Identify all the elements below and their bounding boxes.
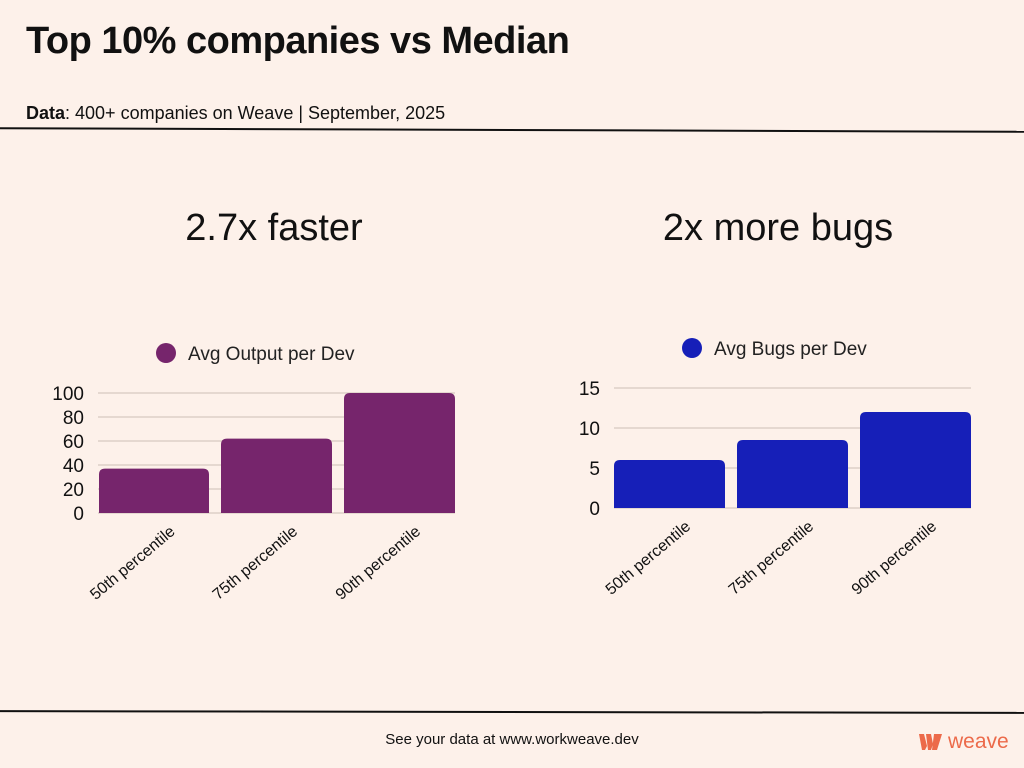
y-tick-label: 20 xyxy=(63,480,84,501)
bar xyxy=(344,393,455,513)
bar xyxy=(221,438,332,513)
y-tick-label: 60 xyxy=(63,432,84,453)
weave-logo: weave xyxy=(918,730,1009,754)
x-tick-label: 50th percentile xyxy=(603,518,694,599)
bar xyxy=(860,412,971,508)
footer-text: See your data at www.workweave.dev xyxy=(385,731,639,748)
x-tick-label: 75th percentile xyxy=(210,523,301,604)
y-tick-label: 10 xyxy=(579,419,600,440)
y-tick-label: 15 xyxy=(579,379,600,400)
y-tick-label: 0 xyxy=(73,504,84,525)
x-tick-label: 50th percentile xyxy=(87,523,178,604)
logo-text: weave xyxy=(948,730,1009,753)
x-tick-label: 90th percentile xyxy=(849,518,940,599)
legend-marker xyxy=(682,338,702,358)
subtitle: Data: 400+ companies on Weave | Septembe… xyxy=(26,103,445,124)
y-tick-label: 100 xyxy=(52,384,84,405)
bar xyxy=(99,468,209,513)
x-tick-label: 90th percentile xyxy=(333,523,424,604)
legend-marker xyxy=(156,343,176,363)
legend-label: Avg Output per Dev xyxy=(188,344,355,365)
subtitle-text: : 400+ companies on Weave | September, 2… xyxy=(65,103,446,123)
chart-title: 2x more bugs xyxy=(663,207,893,249)
bar xyxy=(737,440,848,508)
x-tick-label: 75th percentile xyxy=(726,518,817,599)
weave-logo-icon xyxy=(919,734,942,750)
y-tick-label: 80 xyxy=(63,408,84,429)
chart-title: 2.7x faster xyxy=(185,207,363,249)
page-title: Top 10% companies vs Median xyxy=(26,20,570,62)
legend-label: Avg Bugs per Dev xyxy=(714,339,867,360)
y-tick-label: 0 xyxy=(589,499,600,520)
bar xyxy=(614,460,725,508)
y-tick-label: 5 xyxy=(589,459,600,480)
subtitle-label: Data xyxy=(26,103,66,123)
y-tick-label: 40 xyxy=(63,456,84,477)
